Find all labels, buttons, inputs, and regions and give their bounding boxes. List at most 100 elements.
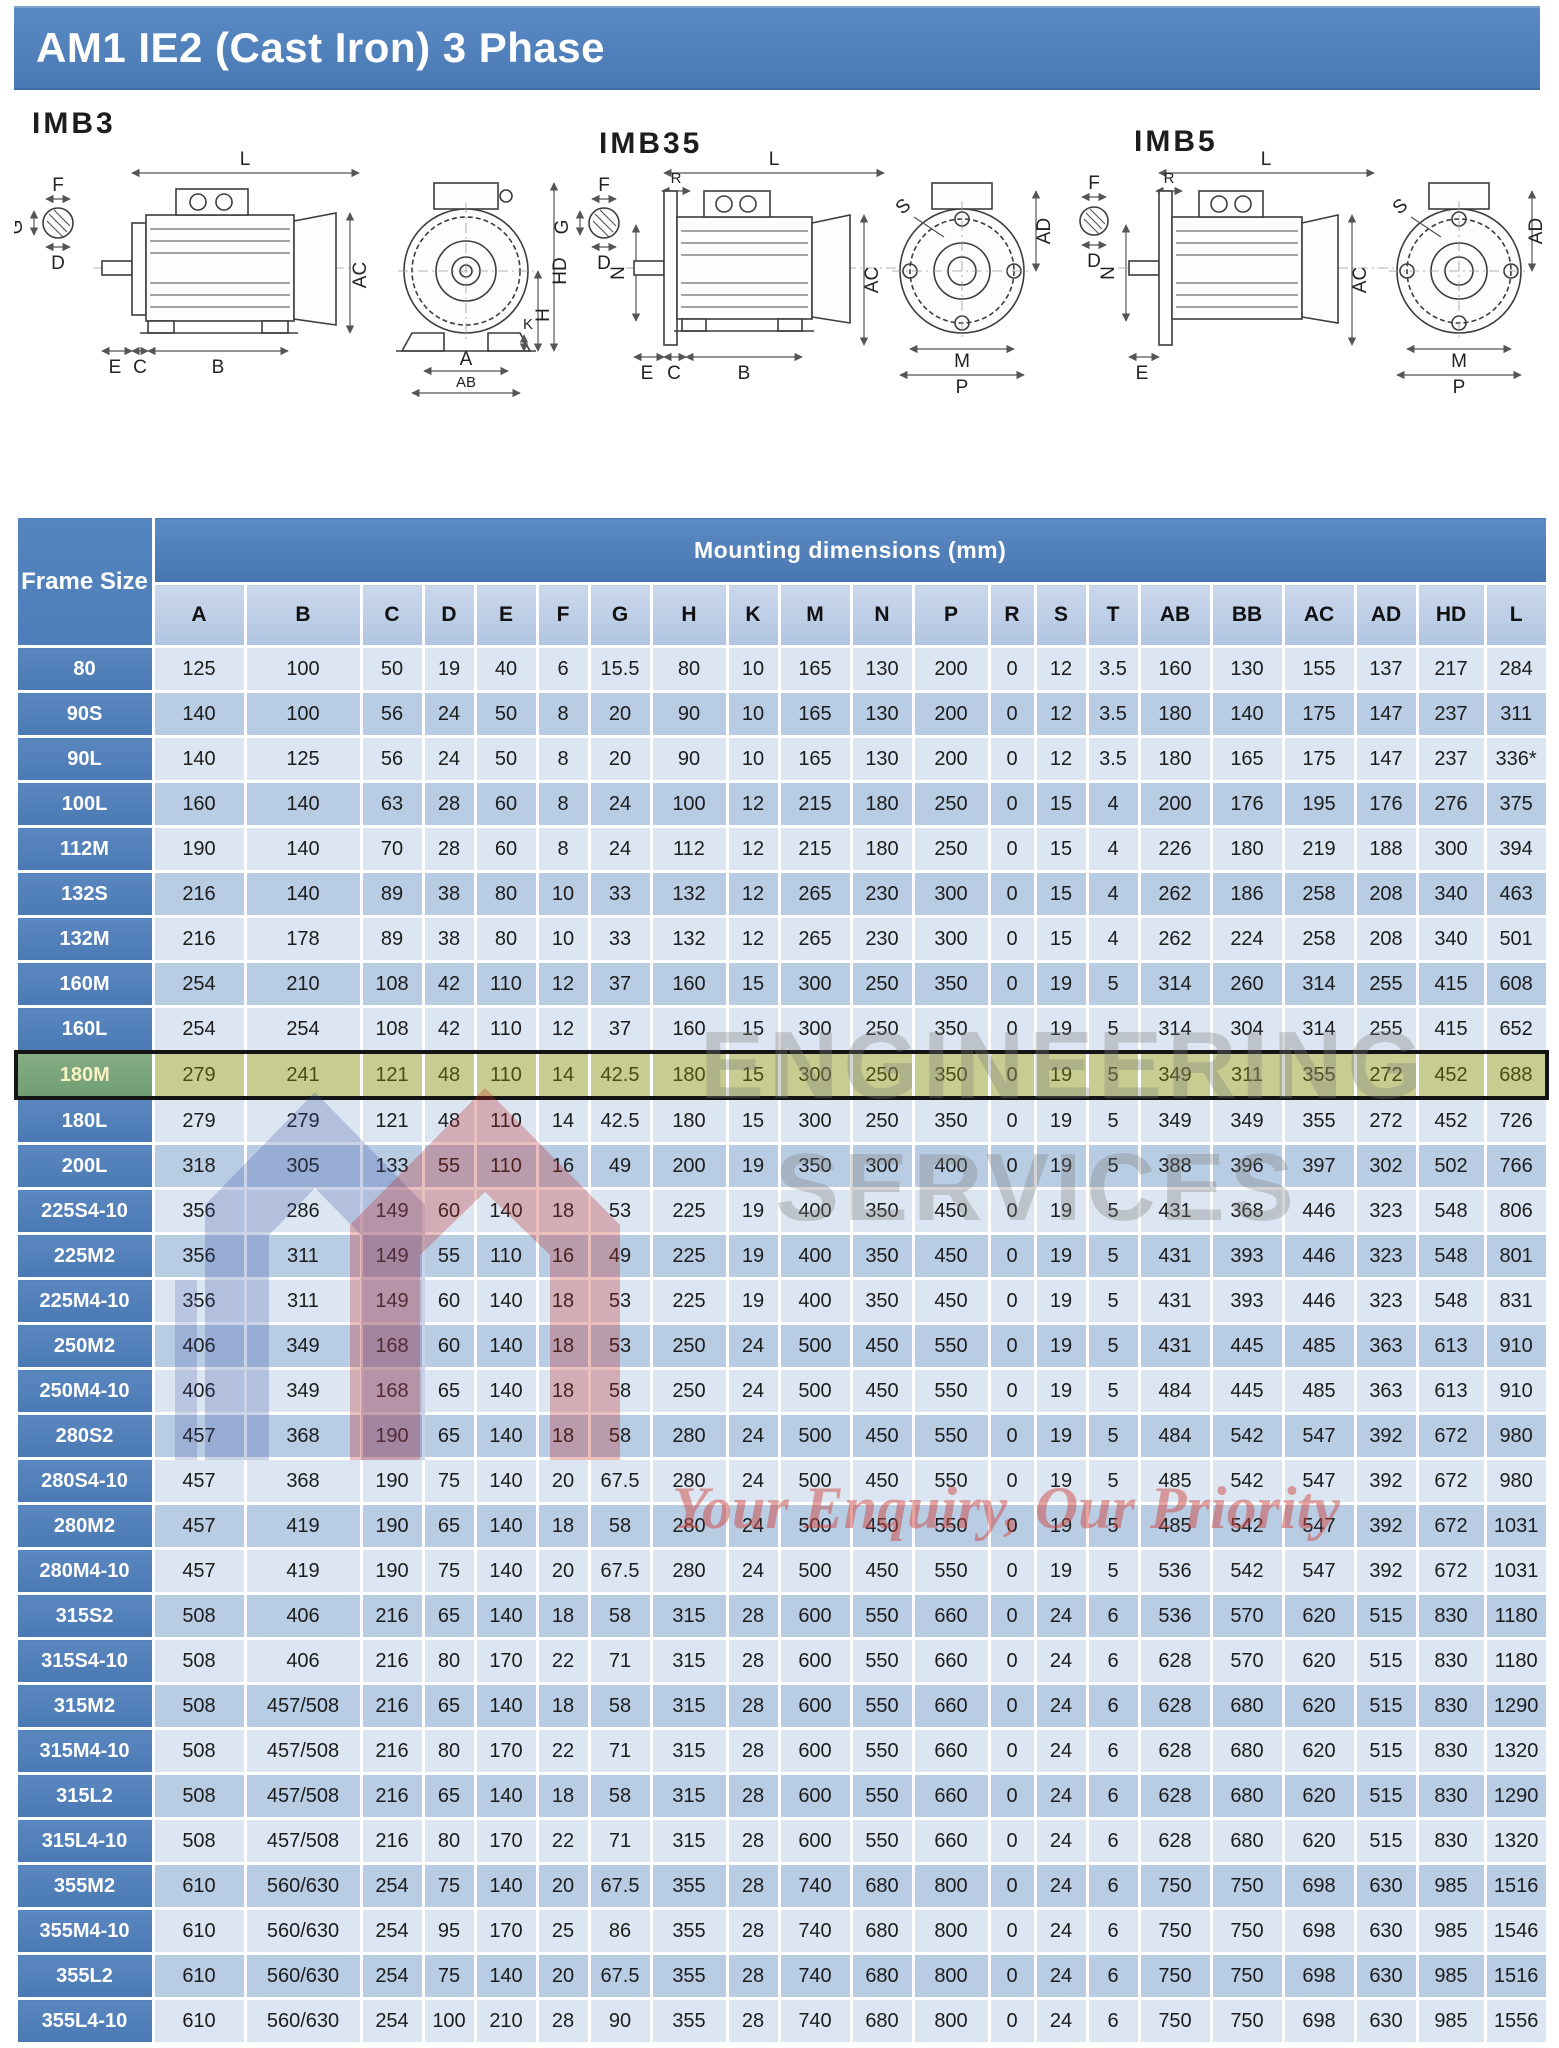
dim-cell: 16	[535, 1232, 591, 1280]
dim-cell: 560/630	[243, 1952, 363, 2000]
dim-cell: 4	[1085, 870, 1141, 918]
dim-cell: 170	[473, 1907, 539, 1955]
dim-cell: 65	[421, 1502, 477, 1550]
dim-cell: 140	[243, 780, 363, 828]
dim-label-p: P	[1453, 377, 1466, 398]
frame-size-cell: 180L	[14, 1096, 155, 1145]
dim-cell: 508	[151, 1682, 247, 1730]
dim-cell: 140	[473, 1502, 539, 1550]
dim-cell: 315	[649, 1772, 729, 1820]
dim-cell: 42.5	[587, 1096, 653, 1145]
dim-cell: 48	[421, 1096, 477, 1145]
dim-cell: 406	[151, 1367, 247, 1415]
dim-label-e: E	[109, 357, 122, 378]
dim-cell: 56	[359, 735, 425, 783]
dim-cell: 740	[777, 1862, 853, 1910]
dim-cell: 368	[243, 1412, 363, 1460]
dim-label-l: L	[1261, 149, 1272, 170]
dim-cell: 300	[911, 915, 991, 963]
dim-cell: 340	[1415, 870, 1487, 918]
dim-cell: 208	[1353, 870, 1419, 918]
dim-cell: 180	[1137, 690, 1213, 738]
table-row-315L2: 315L2 508 457/508 216 65 140 18 58 315 28 600 550 66…	[14, 1772, 1549, 1820]
dim-cell: 515	[1353, 1772, 1419, 1820]
dim-cell: 48	[421, 1050, 477, 1100]
dim-cell: 24	[1033, 1907, 1089, 1955]
dim-cell: 67.5	[587, 1862, 653, 1910]
dim-cell: 15	[1033, 915, 1089, 963]
dim-cell: 190	[359, 1457, 425, 1505]
dim-label-d: D	[597, 253, 611, 274]
dim-cell: 0	[987, 1637, 1037, 1685]
dim-cell: 800	[911, 1907, 991, 1955]
column-header-F: F	[535, 582, 591, 648]
dim-cell: 515	[1353, 1637, 1419, 1685]
table-header-row: Frame Size Mounting dimensions (mm)	[14, 515, 1549, 648]
dim-cell: 5	[1085, 1277, 1141, 1325]
dim-cell: 750	[1209, 1997, 1285, 2045]
dim-cell: 65	[421, 1412, 477, 1460]
frame-size-cell: 280M4-10	[14, 1547, 155, 1595]
dim-cell: 508	[151, 1817, 247, 1865]
dim-cell: 149	[359, 1277, 425, 1325]
dim-cell: 58	[587, 1682, 653, 1730]
diagram-title-imb3: IMB3	[32, 107, 116, 140]
dim-cell: 1516	[1483, 1952, 1549, 2000]
dim-cell: 90	[649, 735, 729, 783]
dim-cell: 8	[535, 735, 591, 783]
dim-cell: 300	[777, 960, 853, 1008]
dim-cell: 225	[649, 1277, 729, 1325]
side-view-imb35: L R N AC E C	[608, 149, 919, 384]
dim-cell: 20	[535, 1862, 591, 1910]
dim-cell: 3.5	[1085, 690, 1141, 738]
frame-size-cell: 280M2	[14, 1502, 155, 1550]
dim-label-ad: AD	[1034, 218, 1055, 244]
dim-cell: 750	[1137, 1952, 1213, 2000]
frame-size-cell: 225S4-10	[14, 1187, 155, 1235]
dim-cell: 831	[1483, 1277, 1549, 1325]
dim-cell: 58	[587, 1772, 653, 1820]
dim-cell: 450	[911, 1277, 991, 1325]
dim-cell: 15.5	[587, 645, 653, 693]
dim-cell: 613	[1415, 1322, 1487, 1370]
dim-cell: 660	[911, 1772, 991, 1820]
dim-cell: 536	[1137, 1547, 1213, 1595]
dim-cell: 0	[987, 1277, 1037, 1325]
dim-cell: 323	[1353, 1232, 1419, 1280]
dim-cell: 630	[1353, 1862, 1419, 1910]
dim-cell: 42	[421, 1005, 477, 1054]
table-row-315M4-10: 315M4-10 508 457/508 216 80 170 22 71 315 28 600 55…	[14, 1727, 1549, 1775]
dim-cell: 19	[1033, 1322, 1089, 1370]
dim-cell: 140	[151, 735, 247, 783]
dim-cell: 149	[359, 1187, 425, 1235]
dim-cell: 176	[1353, 780, 1419, 828]
dim-cell: 130	[849, 735, 915, 783]
frame-size-cell: 100L	[14, 780, 155, 828]
title-bar: AM1 IE2 (Cast Iron) 3 Phase	[14, 6, 1540, 90]
dim-cell: 53	[587, 1322, 653, 1370]
dim-cell: 18	[535, 1682, 591, 1730]
dim-cell: 355	[1281, 1050, 1357, 1100]
side-view-imb3: L AC E C B	[94, 149, 371, 378]
dim-cell: 985	[1415, 1862, 1487, 1910]
dim-cell: 176	[1209, 780, 1285, 828]
table-row-355L2: 355L2 610 560/630 254 75 140 20 67.5 355 28 740 680…	[14, 1952, 1549, 2000]
dim-cell: 910	[1483, 1322, 1549, 1370]
column-header-BB: BB	[1209, 582, 1285, 648]
dim-cell: 600	[777, 1772, 853, 1820]
dim-cell: 19	[1033, 1367, 1089, 1415]
dim-cell: 65	[421, 1682, 477, 1730]
dim-cell: 28	[725, 1637, 781, 1685]
dim-cell: 1031	[1483, 1547, 1549, 1595]
dim-cell: 6	[1085, 1862, 1141, 1910]
front-view-imb3: HD H K A AB	[396, 182, 571, 398]
table-row-90L: 90L 140 125 56 24 50 8 20 90 10 165 130 200 0 12 3.5 180…	[14, 735, 1549, 783]
dim-cell: 71	[587, 1817, 653, 1865]
dim-cell: 110	[473, 1142, 539, 1190]
dim-cell: 750	[1209, 1862, 1285, 1910]
dim-cell: 1290	[1483, 1682, 1549, 1730]
column-header-L: L	[1483, 582, 1549, 648]
dim-cell: 766	[1483, 1142, 1549, 1190]
dim-cell: 5	[1085, 1322, 1141, 1370]
dim-cell: 71	[587, 1727, 653, 1775]
